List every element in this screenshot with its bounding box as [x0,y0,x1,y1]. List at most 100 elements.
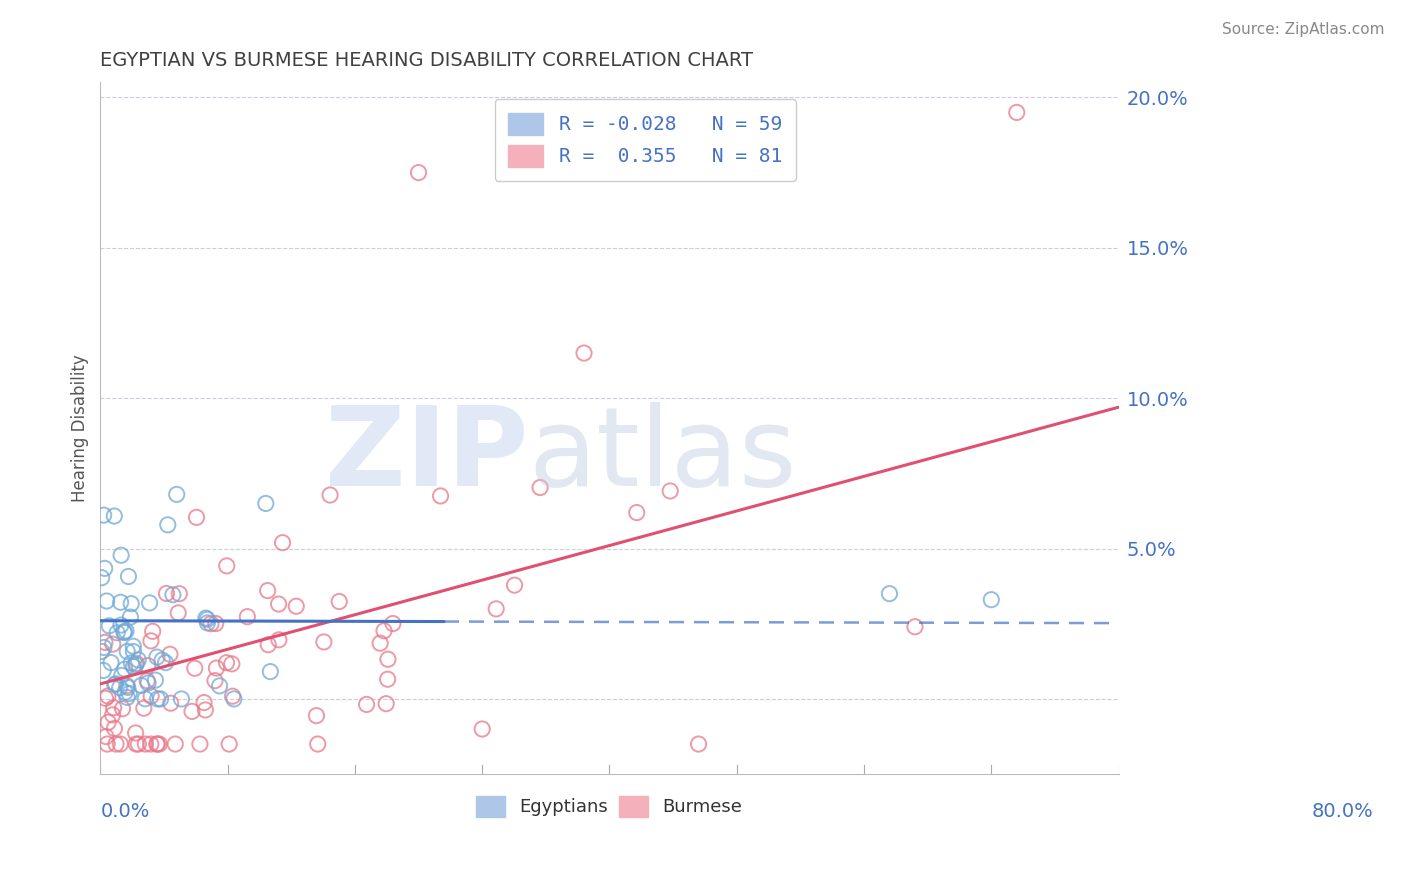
Point [197,615,219,630]
Point [101,707,124,722]
Point [93,561,115,575]
Point [305,708,328,723]
Point [115,690,138,705]
Point [114,685,136,699]
Point [659,483,682,498]
Point [93,664,115,678]
Point [104,678,127,692]
Point [218,737,240,751]
Point [256,583,278,598]
Point [132,701,155,715]
Point [155,656,177,670]
Point [307,737,329,751]
Point [221,657,243,671]
Text: 0.0%: 0.0% [100,802,149,821]
Point [120,656,142,670]
Point [193,696,215,710]
Point [195,612,218,626]
Point [94,730,117,744]
Text: EGYPTIAN VS BURMESE HEARING DISABILITY CORRELATION CHART: EGYPTIAN VS BURMESE HEARING DISABILITY C… [100,51,754,70]
Text: atlas: atlas [529,402,797,509]
Point [194,703,217,717]
Text: Source: ZipAtlas.com: Source: ZipAtlas.com [1222,22,1385,37]
Point [96,594,118,608]
Point [373,624,395,638]
Point [138,596,160,610]
Point [267,632,290,647]
Point [356,698,378,712]
Point [145,673,167,687]
Point [104,677,127,691]
Point [117,681,139,695]
Point [96,737,118,751]
Point [254,496,277,510]
Point [328,594,350,608]
Point [122,659,145,673]
Point [626,506,648,520]
Point [267,597,290,611]
Point [319,488,342,502]
Point [165,737,187,751]
Point [259,665,281,679]
Point [529,481,551,495]
Point [221,689,243,703]
Point [97,715,120,730]
Point [139,737,162,751]
Point [117,569,139,583]
Point [149,692,172,706]
Point [155,586,177,600]
Point [222,692,245,706]
Point [103,700,125,714]
Point [129,678,152,692]
Point [471,722,494,736]
Point [124,726,146,740]
Point [879,587,901,601]
Point [572,346,595,360]
Point [162,588,184,602]
Point [120,597,142,611]
Point [105,737,128,751]
Point [120,610,142,624]
Point [146,650,169,665]
Point [125,657,148,672]
Text: ZIP: ZIP [325,402,529,509]
Point [134,737,156,751]
Point [125,657,148,671]
Point [169,587,191,601]
Point [127,737,149,751]
Text: 80.0%: 80.0% [1312,802,1374,821]
Point [100,656,122,670]
Point [111,702,134,716]
Point [125,737,148,751]
Point [205,661,228,675]
Point [97,689,120,703]
Point [194,611,217,625]
Point [136,673,159,688]
Point [110,595,132,609]
Point [429,489,451,503]
Point [139,633,162,648]
Point [115,624,138,638]
Point [90,644,112,658]
Point [159,647,181,661]
Point [181,705,204,719]
Point [136,658,159,673]
Point [377,652,399,666]
Point [110,618,132,632]
Point [136,676,159,690]
Point [101,637,124,651]
Point [688,737,710,751]
Point [485,602,508,616]
Point [381,616,404,631]
Point [110,548,132,562]
Point [146,737,169,751]
Point [148,737,170,751]
Point [208,679,231,693]
Point [257,638,280,652]
Point [94,635,117,649]
Point [503,578,526,592]
Point [90,571,112,585]
Point [146,737,169,751]
Point [377,672,399,686]
Point [285,599,308,614]
